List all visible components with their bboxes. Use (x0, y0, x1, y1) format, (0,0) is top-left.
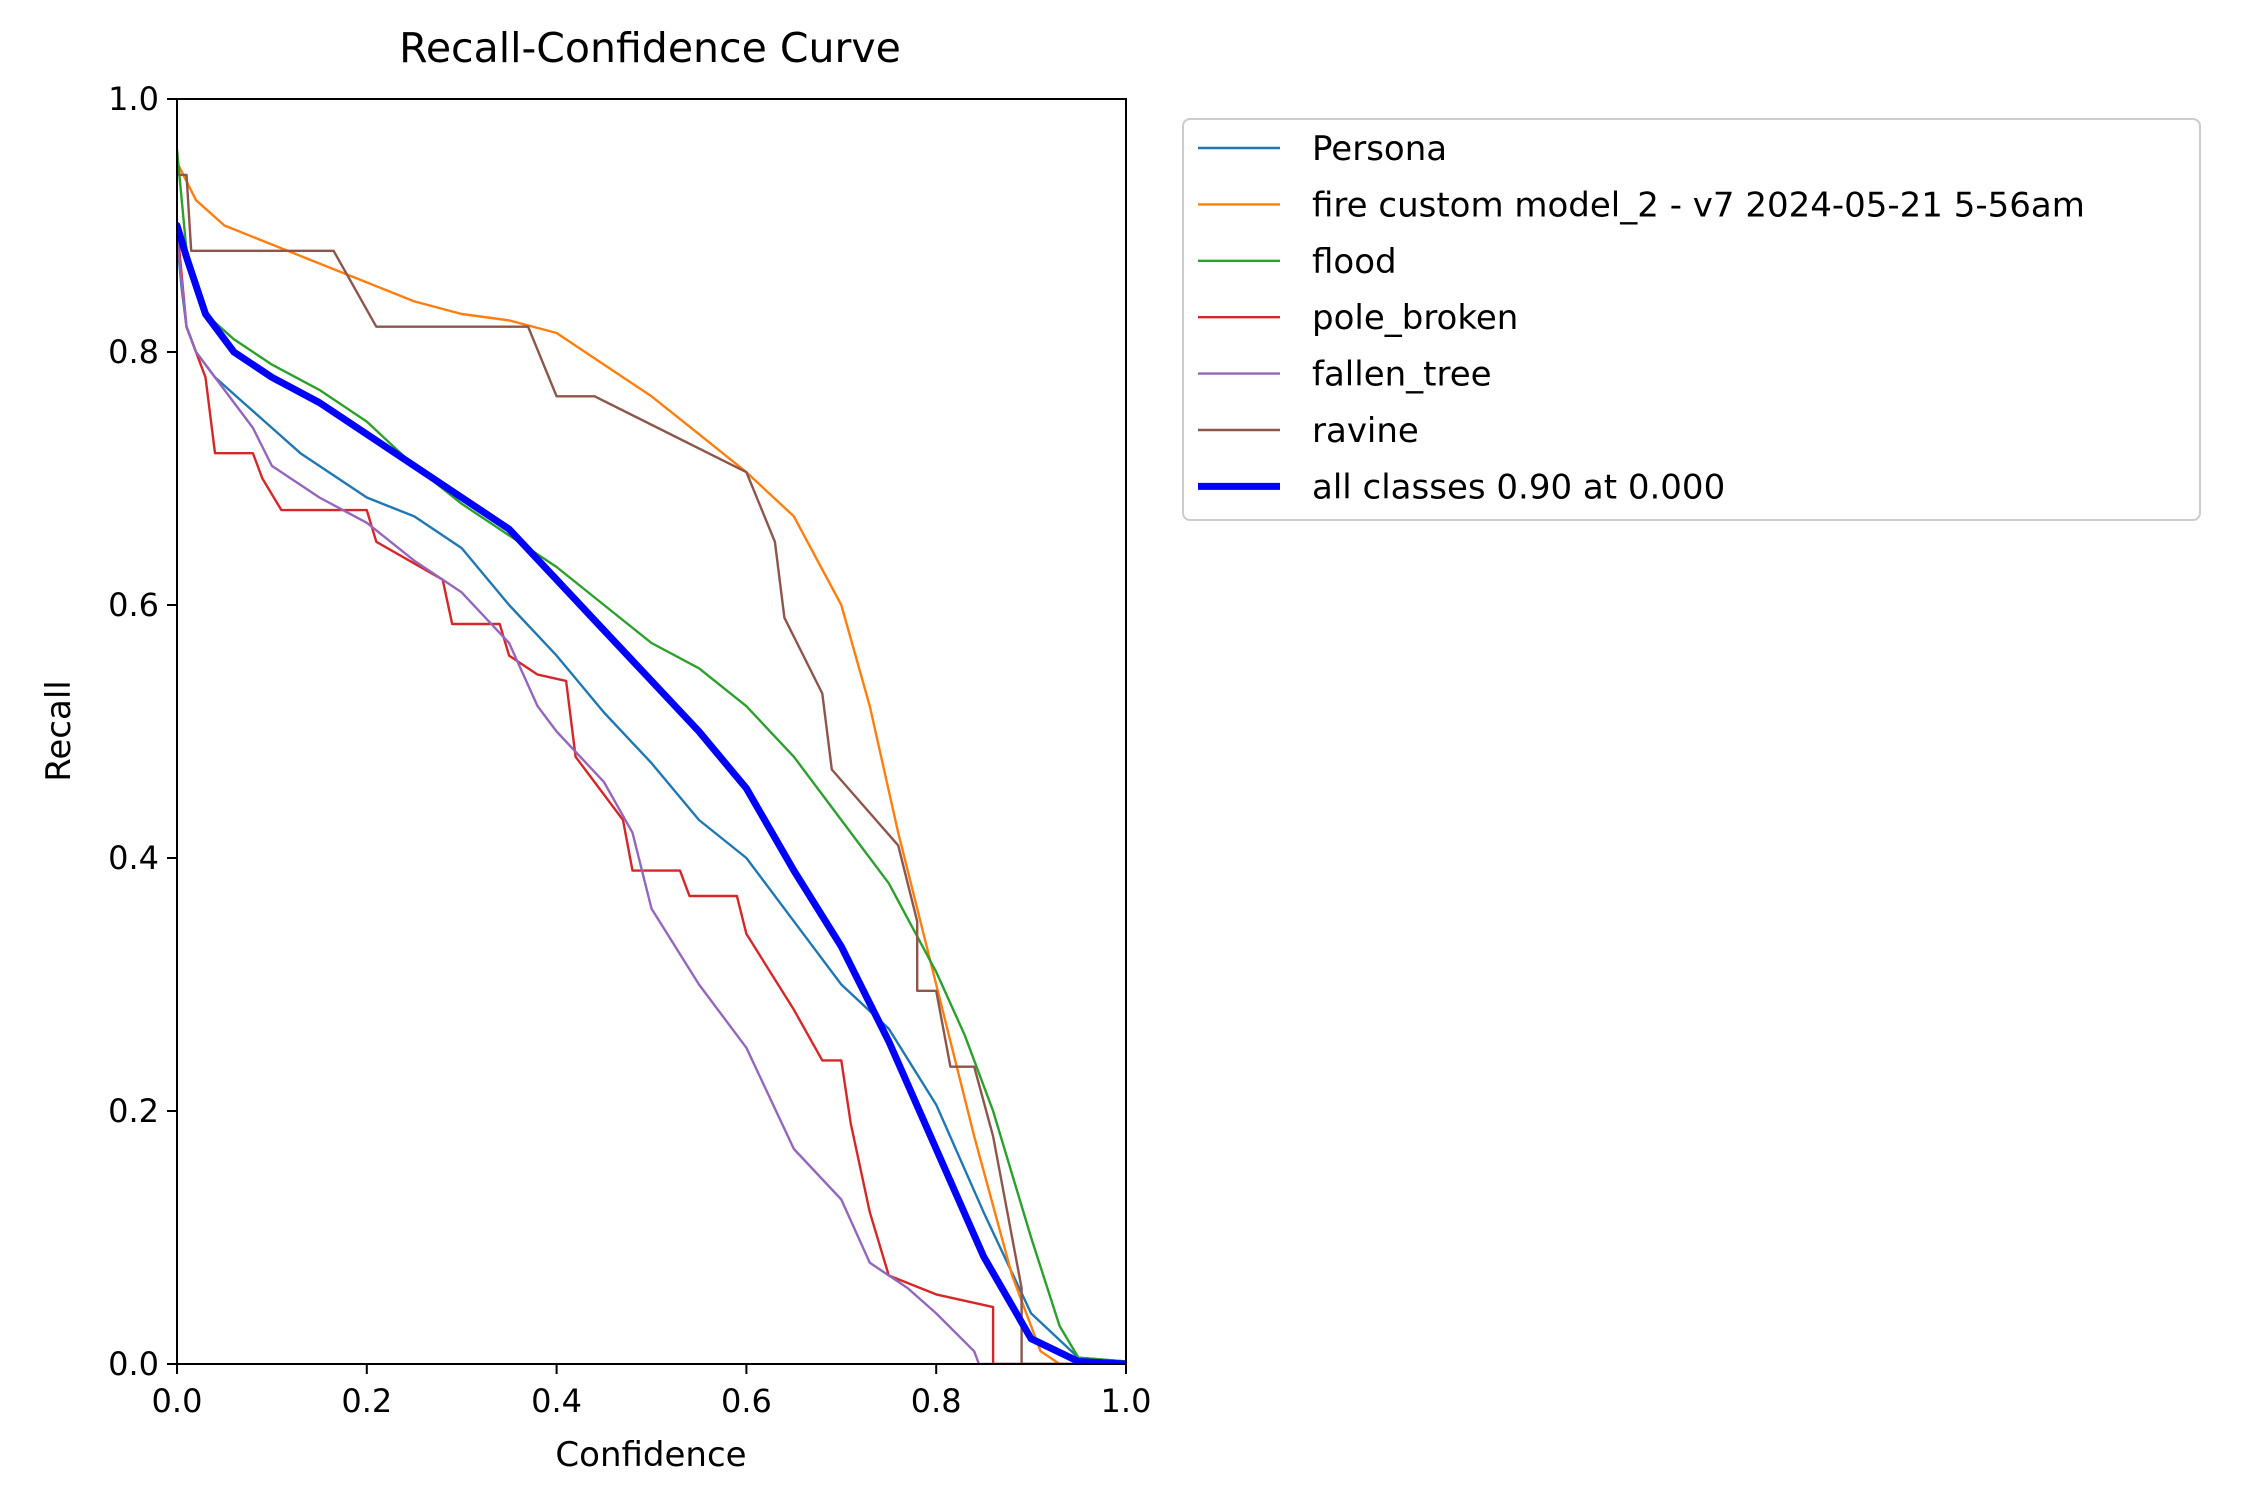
x-tick-label: 0.8 (911, 1382, 962, 1420)
y-axis-label: Recall (39, 680, 79, 781)
y-tick-label: 0.2 (108, 1092, 159, 1130)
chart-title: Recall-Confidence Curve (399, 24, 901, 72)
series-layer (177, 148, 1126, 1364)
legend-label: ravine (1312, 411, 1419, 451)
legend-label: Persona (1312, 129, 1447, 169)
y-tick-label: 0.6 (108, 586, 159, 624)
y-tick-label: 0.4 (108, 839, 159, 877)
legend-frame (1182, 118, 2201, 521)
y-axis: 0.0 0.2 0.4 0.6 0.8 1.0 (108, 80, 177, 1383)
y-tick-label: 1.0 (108, 80, 159, 118)
legend-label: pole_broken (1312, 298, 1518, 338)
legend-label: flood (1312, 242, 1397, 282)
legend-label: fallen_tree (1312, 355, 1492, 395)
series-line-fallen-tree (177, 237, 1126, 1364)
x-tick-label: 0.6 (721, 1382, 772, 1420)
legend-label: all classes 0.90 at 0.000 (1312, 467, 1725, 507)
y-tick-label: 0.8 (108, 333, 159, 371)
plot-frame (176, 98, 1127, 1365)
series-line-flood (177, 148, 1126, 1363)
x-axis: 0.0 0.2 0.4 0.6 0.8 1.0 (152, 1364, 1152, 1420)
x-tick-label: 0.2 (341, 1382, 392, 1420)
legend-label: fire custom model_2 - v7 2024-05-21 5-56… (1312, 185, 2085, 225)
legend: Persona fire custom model_2 - v7 2024-05-… (1182, 118, 2201, 521)
y-tick-label: 0.0 (108, 1345, 159, 1383)
series-line-pole-broken (177, 224, 1126, 1364)
series-line-all-classes-0-90-at-0-000 (177, 222, 1126, 1364)
series-line-persona (177, 237, 1126, 1363)
series-line-fire-custom-model-2-v7-2024-05-21-5-56am (177, 161, 1126, 1364)
x-tick-label: 1.0 (1101, 1382, 1152, 1420)
x-axis-label: Confidence (555, 1435, 746, 1475)
series-line-ravine (177, 173, 1126, 1364)
x-tick-label: 0.4 (531, 1382, 582, 1420)
x-tick-label: 0.0 (152, 1382, 203, 1420)
